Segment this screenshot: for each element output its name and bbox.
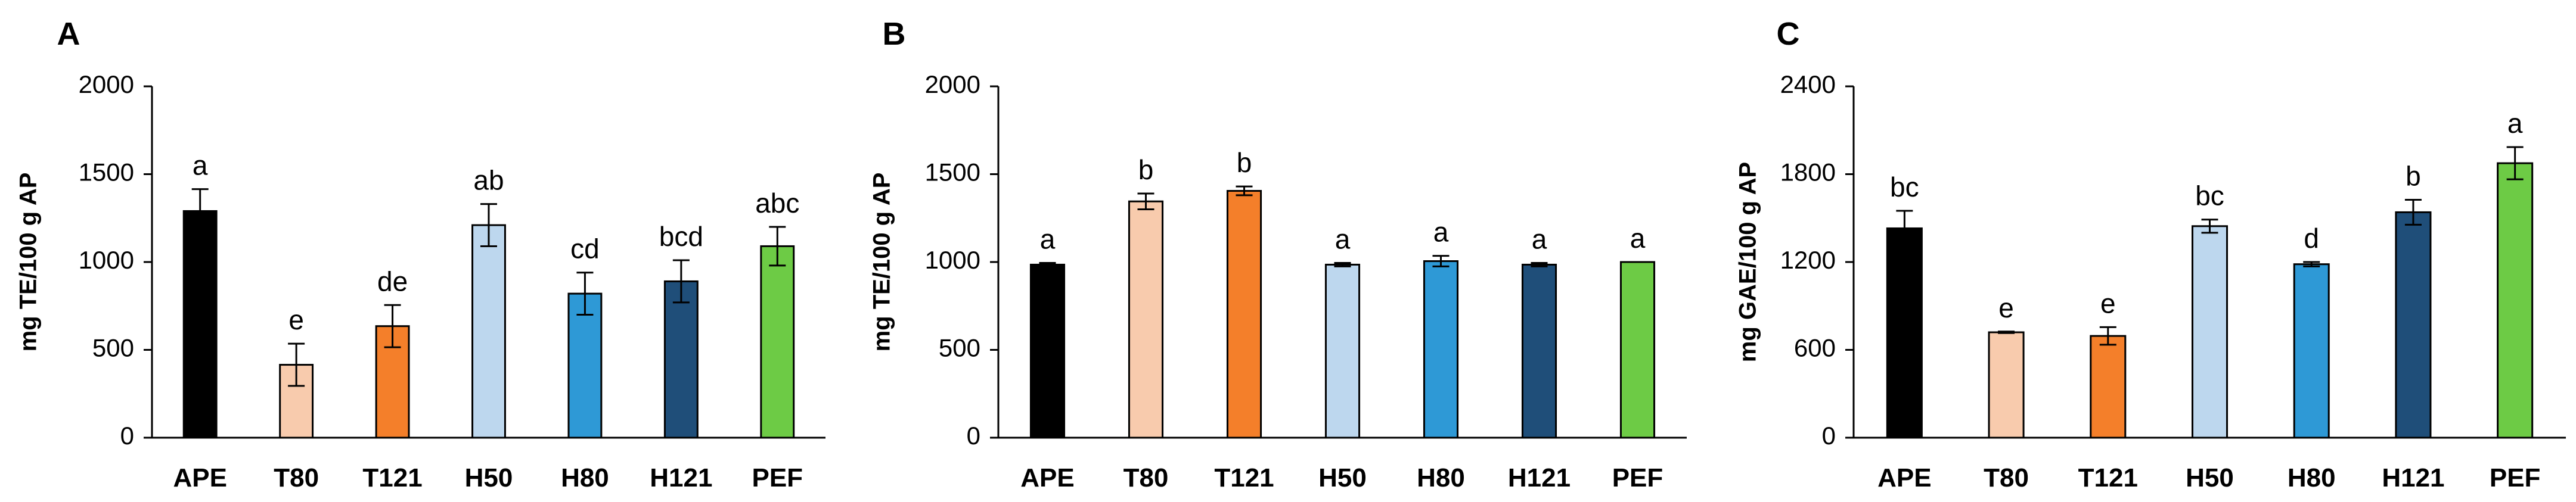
chart-c-bar-pef [2497, 162, 2534, 439]
chart-c-x-tick-label: T121 [2078, 463, 2138, 492]
chart-b-significance-letter: a [1630, 223, 1646, 254]
chart-a-x-tick-label: T121 [362, 463, 422, 492]
chart-a-x-tick-label: T80 [274, 463, 319, 492]
chart-c-x-tick-label: PEF [2490, 463, 2541, 492]
chart-b-bar-ape [1029, 263, 1066, 439]
chart-c-x-tick-label: H80 [2288, 463, 2336, 492]
chart-b-x-tick-label: T80 [1123, 463, 1169, 492]
chart-b-x-tick-label: H121 [1508, 463, 1571, 492]
chart-c-y-tick-label: 2400 [1780, 70, 1836, 98]
chart-a-y-tick-label: 1000 [79, 246, 134, 274]
chart-c-significance-letter: b [2406, 161, 2421, 192]
chart-c-x-tick-label: APE [1877, 463, 1931, 492]
chart-b-panel-letter: B [883, 16, 906, 52]
chart-b-significance-letter: b [1138, 154, 1154, 185]
chart-c-panel-letter: C [1777, 16, 1800, 52]
chart-a-significance-letter: de [377, 266, 408, 297]
chart-a-x-tick-label: H80 [561, 463, 609, 492]
chart-b-x-tick-label: PEF [1612, 463, 1663, 492]
chart-b-bar-t121 [1226, 190, 1262, 439]
chart-c-y-tick-label: 600 [1794, 334, 1836, 362]
chart-b-x-tick-label: H50 [1318, 463, 1367, 492]
chart-b-bar-h50 [1324, 263, 1361, 439]
chart-a-significance-letter: abc [755, 188, 799, 219]
chart-b-y-tick-label: 0 [967, 422, 980, 450]
chart-a-bar-h121 [663, 280, 699, 439]
chart-c-significance-letter: a [2507, 108, 2523, 139]
chart-b-y-tick-label: 1500 [925, 158, 980, 186]
chart-a-significance-letter: bcd [659, 221, 703, 252]
chart-b-y-tick-label: 500 [939, 334, 980, 362]
chart-b-bar-pef [1619, 261, 1656, 439]
chart-a-significance-letter: ab [473, 165, 504, 196]
chart-a-x-tick-label: H121 [650, 463, 712, 492]
chart-a-significance-letter: a [193, 150, 208, 181]
chart-a-bar-h80 [567, 292, 603, 439]
chart-c-bar-t80 [1988, 331, 2025, 439]
chart-c-bar-h50 [2191, 225, 2229, 439]
chart-c-significance-letter: e [2100, 288, 2116, 319]
chart-b-bar-h80 [1423, 260, 1459, 439]
chart-c-significance-letter: d [2304, 223, 2319, 254]
chart-a-significance-letter: e [288, 304, 304, 335]
chart-b-y-tick-label: 2000 [925, 70, 980, 98]
chart-a-y-tick-label: 2000 [79, 70, 134, 98]
chart-c-significance-letter: e [1998, 292, 2014, 323]
chart-a-x-tick-label: APE [173, 463, 226, 492]
chart-b-significance-letter: a [1433, 217, 1449, 248]
chart-a-y-tick-label: 1500 [79, 158, 134, 186]
chart-c-bar-h121 [2395, 211, 2432, 439]
chart-c-y-tick-label: 1200 [1780, 246, 1836, 274]
chart-b-significance-letter: b [1237, 147, 1252, 178]
chart-b-x-tick-label: T121 [1214, 463, 1274, 492]
chart-c-bar-h80 [2293, 263, 2330, 439]
chart-a-x-tick-label: H50 [465, 463, 513, 492]
chart-b-significance-letter: a [1040, 223, 1056, 254]
chart-b-x-tick-label: H80 [1417, 463, 1465, 492]
chart-a-panel-letter: A [57, 16, 80, 52]
chart-a-x-tick-label: PEF [752, 463, 803, 492]
chart-c-y-tick-label: 0 [1822, 422, 1836, 450]
chart-b-y-axis-title: mg TE/100 g AP [869, 173, 895, 352]
chart-b-x-tick-label: APE [1020, 463, 1074, 492]
chart-c-bar-t121 [2090, 335, 2127, 439]
chart-c-x-tick-label: T80 [1984, 463, 2029, 492]
chart-c-significance-letter: bc [2195, 180, 2224, 211]
chart-b-bar-t80 [1128, 200, 1164, 439]
chart-c-x-tick-label: H50 [2186, 463, 2234, 492]
chart-a-y-tick-label: 0 [120, 422, 134, 450]
chart-b-significance-letter: a [1335, 223, 1351, 254]
chart-a-bar-h50 [471, 224, 506, 439]
chart-a-y-tick-label: 500 [92, 334, 134, 362]
chart-a-y-axis-title: mg TE/100 g AP [15, 173, 42, 352]
chart-c-x-tick-label: H121 [2382, 463, 2444, 492]
chart-c-y-tick-label: 1800 [1780, 158, 1836, 186]
chart-c-bar-ape [1886, 227, 1923, 439]
chart-b-y-tick-label: 1000 [925, 246, 980, 274]
chart-a-bar-pef [760, 245, 795, 439]
chart-b-bar-h121 [1521, 263, 1557, 439]
chart-c-significance-letter: bc [1890, 172, 1919, 202]
chart-c-y-axis-title: mg GAE/100 g AP [1735, 162, 1761, 362]
chart-b-significance-letter: a [1532, 223, 1547, 254]
chart-a-significance-letter: cd [570, 233, 600, 264]
chart-a-bar-ape [182, 210, 218, 439]
